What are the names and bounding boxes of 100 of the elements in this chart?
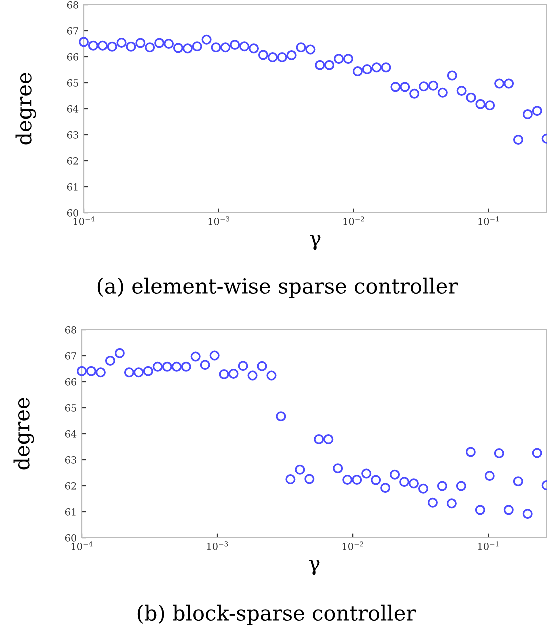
point (418, 484, 428, 494)
point (513, 476, 524, 487)
point (152, 362, 163, 372)
point (172, 362, 182, 372)
point (381, 62, 392, 73)
point (268, 52, 278, 63)
point (446, 498, 457, 509)
point (136, 38, 146, 48)
point (200, 360, 210, 370)
point (145, 42, 156, 53)
point (362, 468, 372, 479)
point (202, 34, 212, 45)
y-tick-label: 61 (65, 508, 76, 516)
point (162, 362, 172, 372)
point (96, 368, 106, 378)
y-tick-label: 64 (67, 105, 79, 113)
point (333, 464, 344, 474)
point (286, 474, 296, 484)
point (295, 464, 306, 475)
point (98, 40, 108, 51)
point (456, 86, 467, 96)
point (143, 366, 154, 376)
point (306, 44, 316, 55)
y-tick-label: 64 (65, 430, 77, 438)
point (88, 40, 98, 51)
point (304, 474, 315, 484)
text: (b) block-sparse controller (138, 604, 416, 626)
x-axis-title: γ (309, 560, 320, 576)
point (362, 64, 372, 74)
point (409, 478, 420, 489)
point (248, 370, 258, 381)
y-tick-label: 61 (67, 183, 78, 191)
y-tick-label: 62 (65, 482, 76, 490)
point (124, 368, 134, 378)
point (164, 39, 174, 49)
point (126, 42, 136, 52)
point (485, 100, 496, 111)
point (447, 70, 458, 81)
point (484, 471, 495, 482)
y-tick-label: 63 (67, 131, 78, 139)
point (494, 78, 505, 89)
x-tick-label: 10$^{−3}$ (207, 542, 228, 550)
y-tick-label: 68 (65, 326, 76, 334)
point (513, 134, 524, 145)
point (476, 99, 486, 110)
point (258, 50, 268, 60)
point (105, 356, 116, 366)
y-tick-label: 65 (67, 79, 78, 87)
point (230, 40, 240, 50)
y-tick-label: 68 (67, 1, 78, 9)
point (77, 366, 87, 376)
point (380, 483, 391, 494)
point (428, 80, 438, 91)
point (134, 368, 144, 378)
point (238, 361, 248, 372)
y-tick-label: 67 (67, 27, 78, 35)
point (342, 475, 353, 486)
point (173, 43, 184, 54)
y-tick-label: 62 (67, 157, 78, 165)
point (219, 369, 230, 380)
point (352, 66, 363, 77)
point (390, 470, 400, 480)
x-tick-label: 10$^{−1}$ (478, 542, 499, 550)
point (371, 475, 382, 486)
point (504, 505, 514, 516)
point (456, 481, 466, 492)
point (114, 348, 125, 358)
point (494, 448, 504, 458)
point (522, 109, 533, 120)
x-axis-title: γ (310, 235, 321, 250)
point (107, 42, 118, 52)
y-axis-title: degree (14, 398, 34, 470)
point (276, 412, 286, 422)
point (532, 448, 542, 458)
point (372, 62, 382, 73)
point (438, 88, 448, 98)
y-tick-label: 60 (67, 209, 78, 217)
y-tick-label: 66 (65, 378, 77, 386)
point (190, 352, 201, 362)
point (532, 106, 542, 116)
point (419, 82, 430, 92)
x-tick-label: 10$^{−4}$ (72, 542, 93, 550)
y-axis-title: degree (16, 73, 36, 145)
point (220, 42, 231, 53)
y-tick-label: 66 (67, 53, 79, 61)
point (86, 366, 96, 376)
point (343, 54, 354, 64)
point (315, 60, 326, 70)
point (504, 78, 514, 89)
point (314, 434, 324, 444)
point (79, 37, 89, 48)
point (277, 52, 288, 63)
x-tick-label: 10$^{−2}$ (344, 216, 364, 226)
point (324, 60, 335, 70)
point (400, 82, 410, 92)
point (228, 368, 239, 379)
point (437, 481, 448, 492)
point (352, 475, 362, 486)
x-tick-label: 10$^{−3}$ (208, 216, 230, 226)
point (182, 44, 193, 54)
